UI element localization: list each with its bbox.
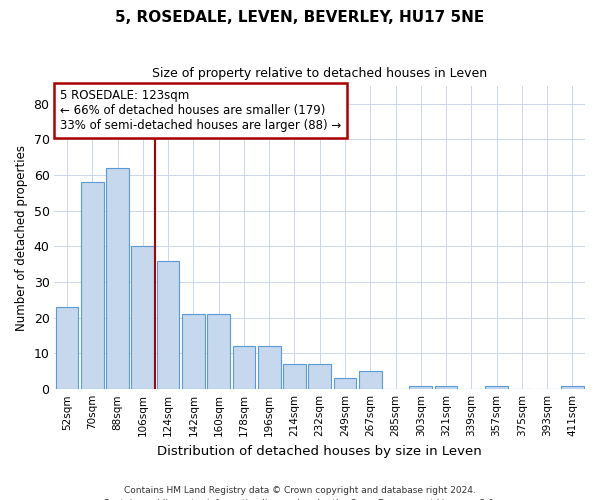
Bar [359,372,382,389]
X-axis label: Distribution of detached houses by size in Leven: Distribution of detached houses by size … [157,444,482,458]
Title: Size of property relative to detached houses in Leven: Size of property relative to detached ho… [152,68,487,80]
Text: Contains public sector information licensed under the Open Government Licence v3: Contains public sector information licen… [103,498,497,500]
Bar [334,378,356,389]
Bar [485,386,508,389]
Text: 5, ROSEDALE, LEVEN, BEVERLEY, HU17 5NE: 5, ROSEDALE, LEVEN, BEVERLEY, HU17 5NE [115,10,485,25]
Bar [157,260,179,389]
Bar [81,182,104,389]
Bar [308,364,331,389]
Bar [561,386,584,389]
Bar [182,314,205,389]
Bar [56,307,79,389]
Bar [131,246,154,389]
Bar [207,314,230,389]
Bar [434,386,457,389]
Bar [409,386,432,389]
Text: 5 ROSEDALE: 123sqm
← 66% of detached houses are smaller (179)
33% of semi-detach: 5 ROSEDALE: 123sqm ← 66% of detached hou… [60,89,341,132]
Bar [258,346,281,389]
Bar [233,346,255,389]
Y-axis label: Number of detached properties: Number of detached properties [15,144,28,330]
Text: Contains HM Land Registry data © Crown copyright and database right 2024.: Contains HM Land Registry data © Crown c… [124,486,476,495]
Bar [106,168,129,389]
Bar [283,364,306,389]
